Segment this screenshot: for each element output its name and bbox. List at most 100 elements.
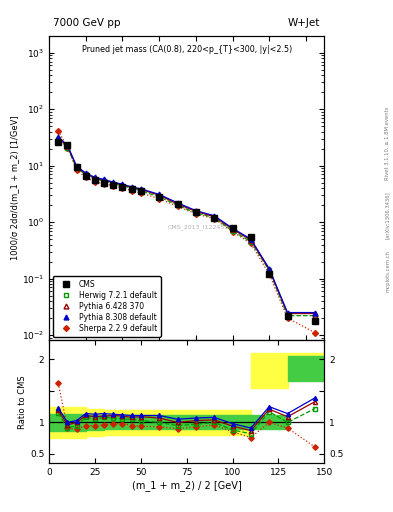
Herwig 7.2.1 default bbox=[102, 178, 107, 184]
Line: Sherpa 2.2.9 default: Sherpa 2.2.9 default bbox=[56, 129, 317, 335]
Pythia 6.428 370 bbox=[285, 310, 290, 316]
Y-axis label: 1000/σ 2dσ/d(m_1 + m_2) [1/GeV]: 1000/σ 2dσ/d(m_1 + m_2) [1/GeV] bbox=[10, 116, 19, 261]
Pythia 6.428 370 bbox=[193, 208, 198, 215]
Herwig 7.2.1 default bbox=[56, 136, 61, 142]
Y-axis label: Ratio to CMS: Ratio to CMS bbox=[18, 375, 27, 429]
Pythia 8.308 default bbox=[248, 236, 253, 242]
Sherpa 2.2.9 default bbox=[193, 211, 198, 217]
Sherpa 2.2.9 default bbox=[313, 330, 318, 336]
Sherpa 2.2.9 default bbox=[56, 127, 61, 134]
Herwig 7.2.1 default bbox=[212, 215, 217, 221]
CMS bbox=[285, 313, 290, 319]
Herwig 7.2.1 default bbox=[248, 239, 253, 245]
Sherpa 2.2.9 default bbox=[157, 196, 162, 202]
Pythia 8.308 default bbox=[138, 186, 143, 192]
Pythia 8.308 default bbox=[120, 181, 125, 187]
Pythia 6.428 370 bbox=[175, 201, 180, 207]
Pythia 8.308 default bbox=[285, 309, 290, 315]
Pythia 8.308 default bbox=[230, 225, 235, 231]
Sherpa 2.2.9 default bbox=[93, 179, 97, 185]
Pythia 8.308 default bbox=[313, 309, 318, 315]
Text: CMS_2013_I1224539: CMS_2013_I1224539 bbox=[168, 225, 233, 230]
Pythia 8.308 default bbox=[129, 184, 134, 190]
Line: Pythia 6.428 370: Pythia 6.428 370 bbox=[56, 136, 318, 316]
Sherpa 2.2.9 default bbox=[138, 190, 143, 196]
CMS bbox=[175, 201, 180, 207]
Text: mcplots.cern.ch: mcplots.cern.ch bbox=[385, 250, 390, 292]
Herwig 7.2.1 default bbox=[285, 313, 290, 319]
CMS bbox=[120, 184, 125, 190]
Herwig 7.2.1 default bbox=[193, 210, 198, 216]
Pythia 6.428 370 bbox=[74, 164, 79, 170]
Text: Pruned jet mass (CA(0.8), 220<p_{T}<300, |y|<2.5): Pruned jet mass (CA(0.8), 220<p_{T}<300,… bbox=[82, 45, 292, 54]
Pythia 6.428 370 bbox=[93, 175, 97, 181]
Herwig 7.2.1 default bbox=[157, 194, 162, 200]
Pythia 8.308 default bbox=[102, 177, 107, 183]
Sherpa 2.2.9 default bbox=[65, 144, 70, 151]
Pythia 8.308 default bbox=[193, 207, 198, 214]
CMS bbox=[193, 209, 198, 215]
Pythia 8.308 default bbox=[111, 179, 116, 185]
Pythia 6.428 370 bbox=[230, 226, 235, 232]
Pythia 6.428 370 bbox=[83, 170, 88, 177]
Pythia 8.308 default bbox=[267, 266, 272, 272]
Pythia 6.428 370 bbox=[129, 184, 134, 190]
Pythia 8.308 default bbox=[93, 175, 97, 181]
Sherpa 2.2.9 default bbox=[129, 188, 134, 194]
Pythia 6.428 370 bbox=[313, 310, 318, 316]
CMS bbox=[267, 271, 272, 277]
Sherpa 2.2.9 default bbox=[83, 175, 88, 181]
Sherpa 2.2.9 default bbox=[267, 271, 272, 277]
Line: Pythia 8.308 default: Pythia 8.308 default bbox=[56, 135, 318, 315]
Sherpa 2.2.9 default bbox=[175, 203, 180, 209]
Pythia 8.308 default bbox=[56, 134, 61, 140]
Pythia 8.308 default bbox=[175, 200, 180, 206]
Herwig 7.2.1 default bbox=[138, 188, 143, 194]
Pythia 8.308 default bbox=[74, 163, 79, 169]
CMS bbox=[230, 225, 235, 231]
Pythia 6.428 370 bbox=[102, 177, 107, 183]
Sherpa 2.2.9 default bbox=[212, 216, 217, 222]
Pythia 6.428 370 bbox=[120, 182, 125, 188]
Text: [arXiv:1306.3436]: [arXiv:1306.3436] bbox=[385, 191, 390, 239]
CMS bbox=[111, 182, 116, 188]
Herwig 7.2.1 default bbox=[120, 183, 125, 189]
CMS bbox=[83, 173, 88, 179]
CMS bbox=[313, 317, 318, 324]
Pythia 6.428 370 bbox=[138, 186, 143, 193]
Pythia 6.428 370 bbox=[157, 192, 162, 198]
Pythia 8.308 default bbox=[212, 212, 217, 219]
X-axis label: (m_1 + m_2) / 2 [GeV]: (m_1 + m_2) / 2 [GeV] bbox=[132, 480, 242, 491]
Sherpa 2.2.9 default bbox=[102, 181, 107, 187]
Sherpa 2.2.9 default bbox=[74, 166, 79, 173]
Herwig 7.2.1 default bbox=[65, 144, 70, 151]
CMS bbox=[56, 139, 61, 145]
Pythia 6.428 370 bbox=[248, 237, 253, 243]
CMS bbox=[129, 186, 134, 193]
CMS bbox=[248, 233, 253, 240]
Herwig 7.2.1 default bbox=[129, 185, 134, 191]
CMS bbox=[157, 194, 162, 200]
Pythia 8.308 default bbox=[65, 142, 70, 148]
Pythia 8.308 default bbox=[83, 170, 88, 176]
Pythia 8.308 default bbox=[157, 191, 162, 198]
Herwig 7.2.1 default bbox=[313, 313, 318, 319]
Pythia 6.428 370 bbox=[65, 143, 70, 150]
Text: Rivet 3.1.10, ≥ 1.8M events: Rivet 3.1.10, ≥ 1.8M events bbox=[385, 106, 390, 180]
CMS bbox=[102, 180, 107, 186]
CMS bbox=[93, 177, 97, 183]
Herwig 7.2.1 default bbox=[111, 181, 116, 187]
Herwig 7.2.1 default bbox=[175, 202, 180, 208]
Sherpa 2.2.9 default bbox=[111, 183, 116, 189]
Pythia 6.428 370 bbox=[267, 266, 272, 272]
CMS bbox=[138, 188, 143, 195]
Sherpa 2.2.9 default bbox=[230, 228, 235, 234]
CMS bbox=[212, 215, 217, 221]
Pythia 6.428 370 bbox=[56, 135, 61, 141]
Sherpa 2.2.9 default bbox=[248, 240, 253, 246]
Herwig 7.2.1 default bbox=[230, 228, 235, 234]
Herwig 7.2.1 default bbox=[74, 165, 79, 172]
Herwig 7.2.1 default bbox=[83, 172, 88, 178]
CMS bbox=[74, 164, 79, 170]
Pythia 6.428 370 bbox=[212, 214, 217, 220]
